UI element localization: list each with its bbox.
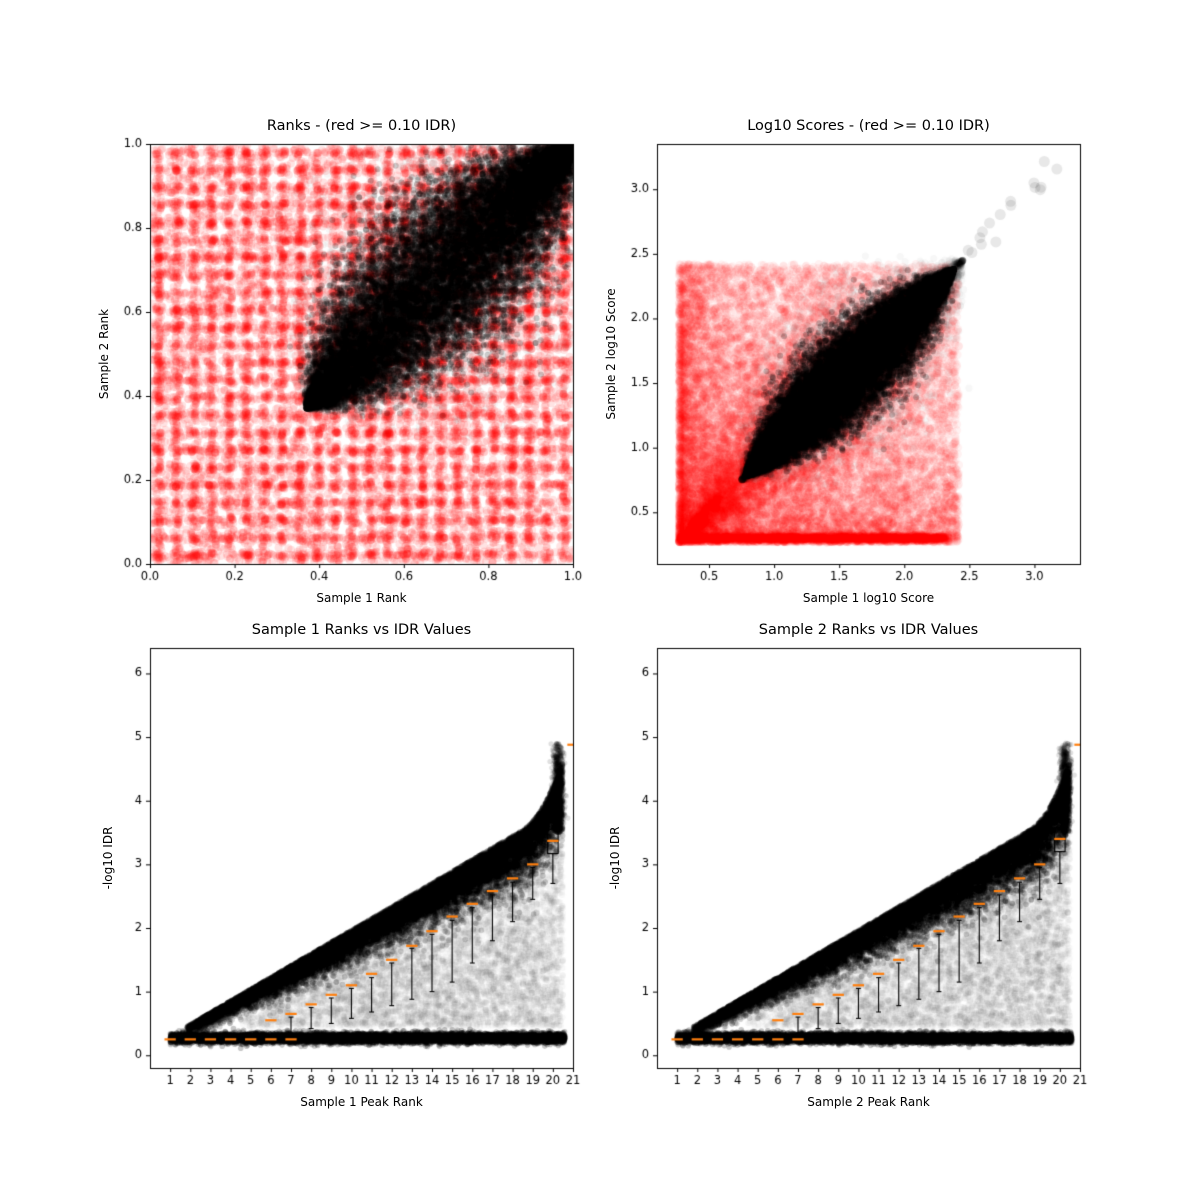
xlabel-sample2-idr-plot: Sample 2 Peak Rank xyxy=(807,1095,930,1109)
title-ranks-plot: Ranks - (red >= 0.10 IDR) xyxy=(266,118,457,134)
ylabel-ranks-plot: Sample 2 Rank xyxy=(97,308,111,400)
ylabel-sample1-idr-plot: -log10 IDR xyxy=(101,826,115,890)
title-sample1-idr-plot: Sample 1 Ranks vs IDR Values xyxy=(251,622,472,638)
xlabel-sample1-idr-plot: Sample 1 Peak Rank xyxy=(300,1095,423,1109)
xlabel-log10-scores-plot: Sample 1 log10 Score xyxy=(802,591,935,605)
title-log10-scores-plot: Log10 Scores - (red >= 0.10 IDR) xyxy=(747,118,990,134)
xlabel-ranks-plot: Sample 1 Rank xyxy=(316,591,407,605)
ylabel-sample2-idr-plot: -log10 IDR xyxy=(608,826,622,890)
ylabel-log10-scores-plot: Sample 2 log10 Score xyxy=(604,288,618,420)
title-sample2-idr-plot: Sample 2 Ranks vs IDR Values xyxy=(758,622,979,638)
